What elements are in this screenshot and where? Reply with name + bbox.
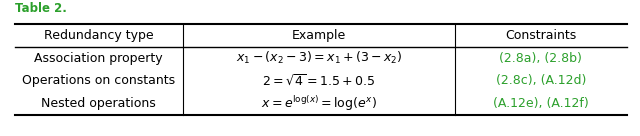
Text: $2 = \sqrt{4} = 1.5 + 0.5$: $2 = \sqrt{4} = 1.5 + 0.5$ xyxy=(262,73,376,88)
Text: (2.8c), (A.12d): (2.8c), (A.12d) xyxy=(496,74,586,87)
Text: Redundancy type: Redundancy type xyxy=(44,29,154,42)
Text: (A.12e), (A.12f): (A.12e), (A.12f) xyxy=(493,97,589,110)
Text: (2.8a), (2.8b): (2.8a), (2.8b) xyxy=(499,52,582,65)
Text: Example: Example xyxy=(292,29,346,42)
Text: $x = e^{\log(x)} = \log(e^x)$: $x = e^{\log(x)} = \log(e^x)$ xyxy=(261,94,377,113)
Text: Constraints: Constraints xyxy=(505,29,577,42)
Text: $x_1 - (x_2 - 3) = x_1 + (3 - x_2)$: $x_1 - (x_2 - 3) = x_1 + (3 - x_2)$ xyxy=(236,50,403,66)
Text: Operations on constants: Operations on constants xyxy=(22,74,175,87)
Text: Nested operations: Nested operations xyxy=(42,97,156,110)
Text: Table 2.: Table 2. xyxy=(15,2,67,15)
Text: Association property: Association property xyxy=(35,52,163,65)
